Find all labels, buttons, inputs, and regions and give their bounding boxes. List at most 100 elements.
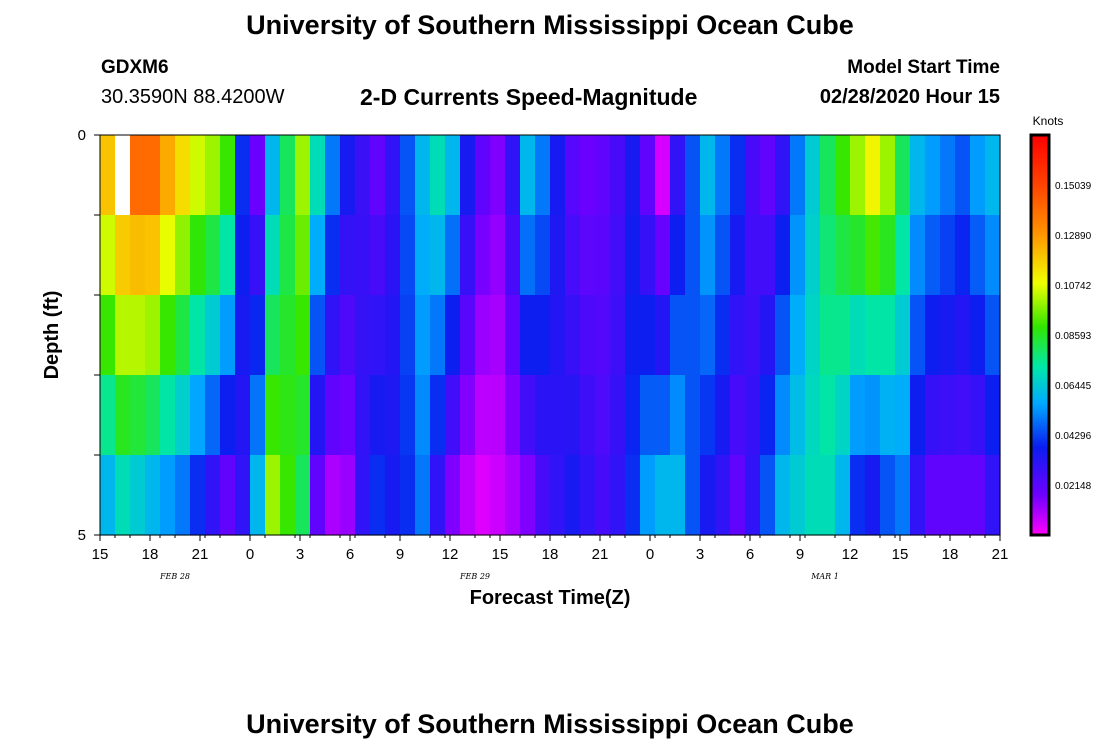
heatmap-cell	[250, 215, 266, 296]
heatmap-cell	[880, 455, 896, 536]
heatmap-cell	[925, 375, 941, 456]
heatmap-cell	[580, 215, 596, 296]
heatmap-cell	[940, 295, 956, 376]
heatmap-cell	[475, 135, 491, 216]
heatmap-cell	[595, 135, 611, 216]
heatmap-cell	[850, 215, 866, 296]
heatmap-cell	[550, 455, 566, 536]
heatmap-cell	[850, 295, 866, 376]
heatmap-cell	[175, 295, 191, 376]
heatmap-cell	[325, 455, 341, 536]
x-tick-label: 18	[142, 546, 159, 563]
x-tick-label: 9	[396, 546, 404, 563]
heatmap-cell	[565, 455, 581, 536]
heatmap-cell	[730, 215, 746, 296]
heatmap-cell	[835, 295, 851, 376]
heatmap-cell	[580, 135, 596, 216]
heatmap-cell	[340, 295, 356, 376]
heatmap-cell	[910, 455, 926, 536]
x-tick-label: 6	[746, 546, 754, 563]
colorbar-gradient	[1029, 133, 1051, 537]
heatmap-cell	[970, 295, 986, 376]
heatmap-cell	[670, 375, 686, 456]
heatmap-cell	[370, 215, 386, 296]
x-tick-label: 12	[842, 546, 859, 563]
heatmap-cell	[190, 455, 206, 536]
heatmap-cell	[100, 455, 116, 536]
heatmap-cell	[715, 375, 731, 456]
y-tick-label: 0	[78, 127, 86, 144]
heatmap-cell	[145, 455, 161, 536]
y-axis-label: Depth (ft)	[41, 291, 63, 380]
heatmap-cell	[505, 375, 521, 456]
heatmap-cell	[655, 215, 671, 296]
heatmap-cell	[415, 135, 431, 216]
colorbar-tick-label: 0.06445	[1055, 381, 1092, 392]
heatmap-cell	[655, 295, 671, 376]
heatmap-cell	[865, 295, 881, 376]
heatmap-cell	[385, 455, 401, 536]
heatmap-cell	[235, 375, 251, 456]
heatmap-cell	[475, 375, 491, 456]
heatmap-cell	[880, 295, 896, 376]
heatmap-cell	[430, 215, 446, 296]
heatmap-cell	[895, 295, 911, 376]
heatmap-cell	[835, 375, 851, 456]
heatmap-cell	[355, 135, 371, 216]
colorbar-tick-label: 0.12890	[1055, 231, 1092, 242]
x-tick-label: 6	[346, 546, 354, 563]
heatmap-cell	[220, 215, 236, 296]
heatmap-cell	[880, 375, 896, 456]
heatmap-cell	[325, 135, 341, 216]
heatmap-cell	[220, 135, 236, 216]
heatmap-cell	[205, 215, 221, 296]
x-tick-label: 18	[942, 546, 959, 563]
heatmap-cell	[700, 295, 716, 376]
heatmap-cell	[370, 295, 386, 376]
heatmap-cell	[490, 295, 506, 376]
heatmap-cell	[625, 455, 641, 536]
heatmap-cell	[460, 135, 476, 216]
heatmap-cell	[535, 375, 551, 456]
heatmap-cell	[685, 135, 701, 216]
heatmap-cell	[250, 455, 266, 536]
x-tick-label: 0	[646, 546, 654, 563]
heatmap-cell	[130, 215, 146, 296]
page-title: University of Southern Mississippi Ocean…	[246, 10, 854, 40]
heatmap-cell	[280, 215, 296, 296]
heatmap-cell	[445, 455, 461, 536]
heatmap-cell	[145, 375, 161, 456]
heatmap-cell	[985, 215, 1001, 296]
date-label: FEB 29	[459, 572, 490, 581]
heatmap-cell	[190, 295, 206, 376]
heatmap-cell	[775, 455, 791, 536]
heatmap-cell	[535, 295, 551, 376]
heatmap-cell	[235, 295, 251, 376]
heatmap-cell	[670, 455, 686, 536]
heatmap-cell	[835, 215, 851, 296]
heatmap-cell	[325, 215, 341, 296]
heatmap-cell	[610, 455, 626, 536]
model-start-value: 02/28/2020 Hour 15	[819, 86, 1000, 108]
heatmap-cell	[865, 215, 881, 296]
heatmap-cell	[835, 135, 851, 216]
heatmap-cell	[115, 215, 131, 296]
station-id: GDXM6	[101, 57, 169, 78]
heatmap-cell	[775, 135, 791, 216]
x-tick-label: 9	[796, 546, 804, 563]
heatmap-cell	[295, 295, 311, 376]
heatmap-cell	[955, 455, 971, 536]
heatmap-cell	[850, 375, 866, 456]
heatmap-cell	[535, 135, 551, 216]
heatmap-cell	[895, 455, 911, 536]
heatmap-cell	[625, 135, 641, 216]
heatmap-cell	[265, 295, 281, 376]
heatmap-cell	[595, 295, 611, 376]
heatmap-cell	[460, 215, 476, 296]
heatmap-cell	[160, 375, 176, 456]
heatmap-cell	[745, 455, 761, 536]
heatmap-cell	[910, 135, 926, 216]
heatmap-cell	[460, 295, 476, 376]
heatmap-cell	[385, 295, 401, 376]
heatmap-cell	[115, 295, 131, 376]
